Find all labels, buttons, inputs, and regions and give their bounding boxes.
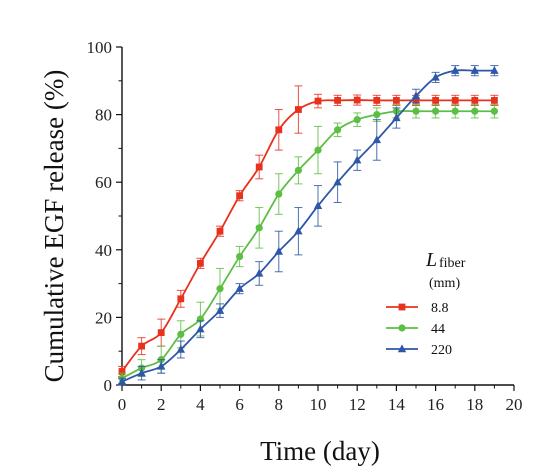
data-point bbox=[353, 155, 362, 164]
data-point bbox=[373, 111, 381, 119]
x-tick-label: 0 bbox=[118, 395, 127, 414]
legend-label: 220 bbox=[431, 343, 452, 358]
data-point bbox=[334, 126, 342, 134]
data-point bbox=[490, 107, 498, 115]
data-point bbox=[236, 252, 244, 261]
legend-title-unit: (mm) bbox=[429, 276, 460, 291]
data-point bbox=[235, 284, 244, 292]
legend-label: 44 bbox=[431, 322, 445, 337]
data-point bbox=[451, 66, 460, 74]
data-point bbox=[177, 330, 185, 338]
data-point bbox=[432, 97, 439, 104]
x-tick-label: 8 bbox=[275, 395, 284, 414]
data-point bbox=[451, 107, 459, 115]
x-tick-label: 10 bbox=[310, 395, 327, 414]
series-220 bbox=[117, 65, 499, 386]
data-point bbox=[118, 368, 126, 375]
data-point bbox=[333, 177, 342, 186]
data-point bbox=[275, 190, 283, 198]
legend-marker bbox=[397, 344, 407, 353]
data-point bbox=[491, 97, 498, 104]
legend-marker bbox=[398, 303, 406, 311]
data-point bbox=[157, 361, 166, 370]
data-point bbox=[451, 97, 459, 104]
y-tick-label: 0 bbox=[104, 376, 113, 395]
x-tick-label: 14 bbox=[388, 395, 406, 414]
data-point bbox=[373, 97, 381, 104]
data-point bbox=[255, 163, 263, 171]
data-point bbox=[294, 166, 302, 174]
data-point bbox=[490, 66, 499, 74]
data-point bbox=[216, 227, 224, 235]
legend-title: L bbox=[425, 249, 437, 271]
data-point bbox=[197, 259, 204, 267]
x-tick-label: 18 bbox=[466, 395, 483, 414]
data-point bbox=[274, 246, 283, 255]
y-tick-label: 20 bbox=[95, 308, 112, 327]
data-point bbox=[176, 344, 185, 353]
data-point bbox=[117, 377, 127, 385]
data-point bbox=[372, 135, 381, 144]
x-tick-label: 12 bbox=[349, 395, 366, 414]
data-point bbox=[471, 97, 479, 104]
data-point bbox=[392, 113, 401, 122]
data-point bbox=[313, 201, 323, 210]
data-point bbox=[137, 368, 146, 377]
x-tick-label: 20 bbox=[506, 395, 523, 414]
data-point bbox=[470, 66, 479, 74]
data-point bbox=[432, 107, 440, 115]
data-point bbox=[411, 91, 421, 100]
data-point bbox=[314, 146, 322, 154]
data-point bbox=[314, 97, 322, 105]
data-point bbox=[157, 329, 165, 337]
axes: 0 2 4 6 8 10 12 14 16 18 20 0 20 40 60 80 100 bbox=[87, 38, 523, 414]
legend-marker bbox=[398, 324, 406, 332]
data-point bbox=[215, 306, 225, 314]
data-point bbox=[412, 107, 420, 115]
x-tick-label: 6 bbox=[235, 395, 244, 414]
data-point bbox=[393, 97, 400, 104]
data-point bbox=[353, 96, 361, 104]
x-tick-label: 2 bbox=[157, 395, 166, 414]
x-tick-label: 4 bbox=[196, 395, 205, 414]
y-axis-label: Cumulative EGF release (%) bbox=[39, 70, 69, 383]
data-point bbox=[334, 97, 341, 104]
data-point bbox=[138, 342, 145, 350]
legend-label: 8.8 bbox=[431, 301, 449, 316]
data-point bbox=[471, 107, 479, 115]
data-point bbox=[275, 126, 283, 134]
data-point bbox=[177, 295, 185, 303]
data-point bbox=[295, 106, 302, 113]
y-tick-label: 60 bbox=[95, 173, 112, 192]
y-tick-label: 40 bbox=[95, 241, 112, 260]
data-point bbox=[196, 324, 205, 333]
legend-title-subscript: fiber bbox=[439, 256, 466, 271]
y-tick-label: 80 bbox=[95, 106, 112, 125]
data-point bbox=[236, 192, 243, 200]
data-point bbox=[294, 226, 303, 235]
data-point bbox=[431, 72, 440, 81]
data-point bbox=[216, 285, 224, 293]
x-axis-label: Time (day) bbox=[260, 436, 380, 466]
x-tick-label: 16 bbox=[427, 395, 444, 414]
plot-area bbox=[117, 65, 499, 386]
data-point bbox=[255, 268, 264, 277]
data-point bbox=[353, 116, 361, 124]
data-point bbox=[255, 224, 263, 232]
y-tick-label: 100 bbox=[87, 38, 113, 57]
